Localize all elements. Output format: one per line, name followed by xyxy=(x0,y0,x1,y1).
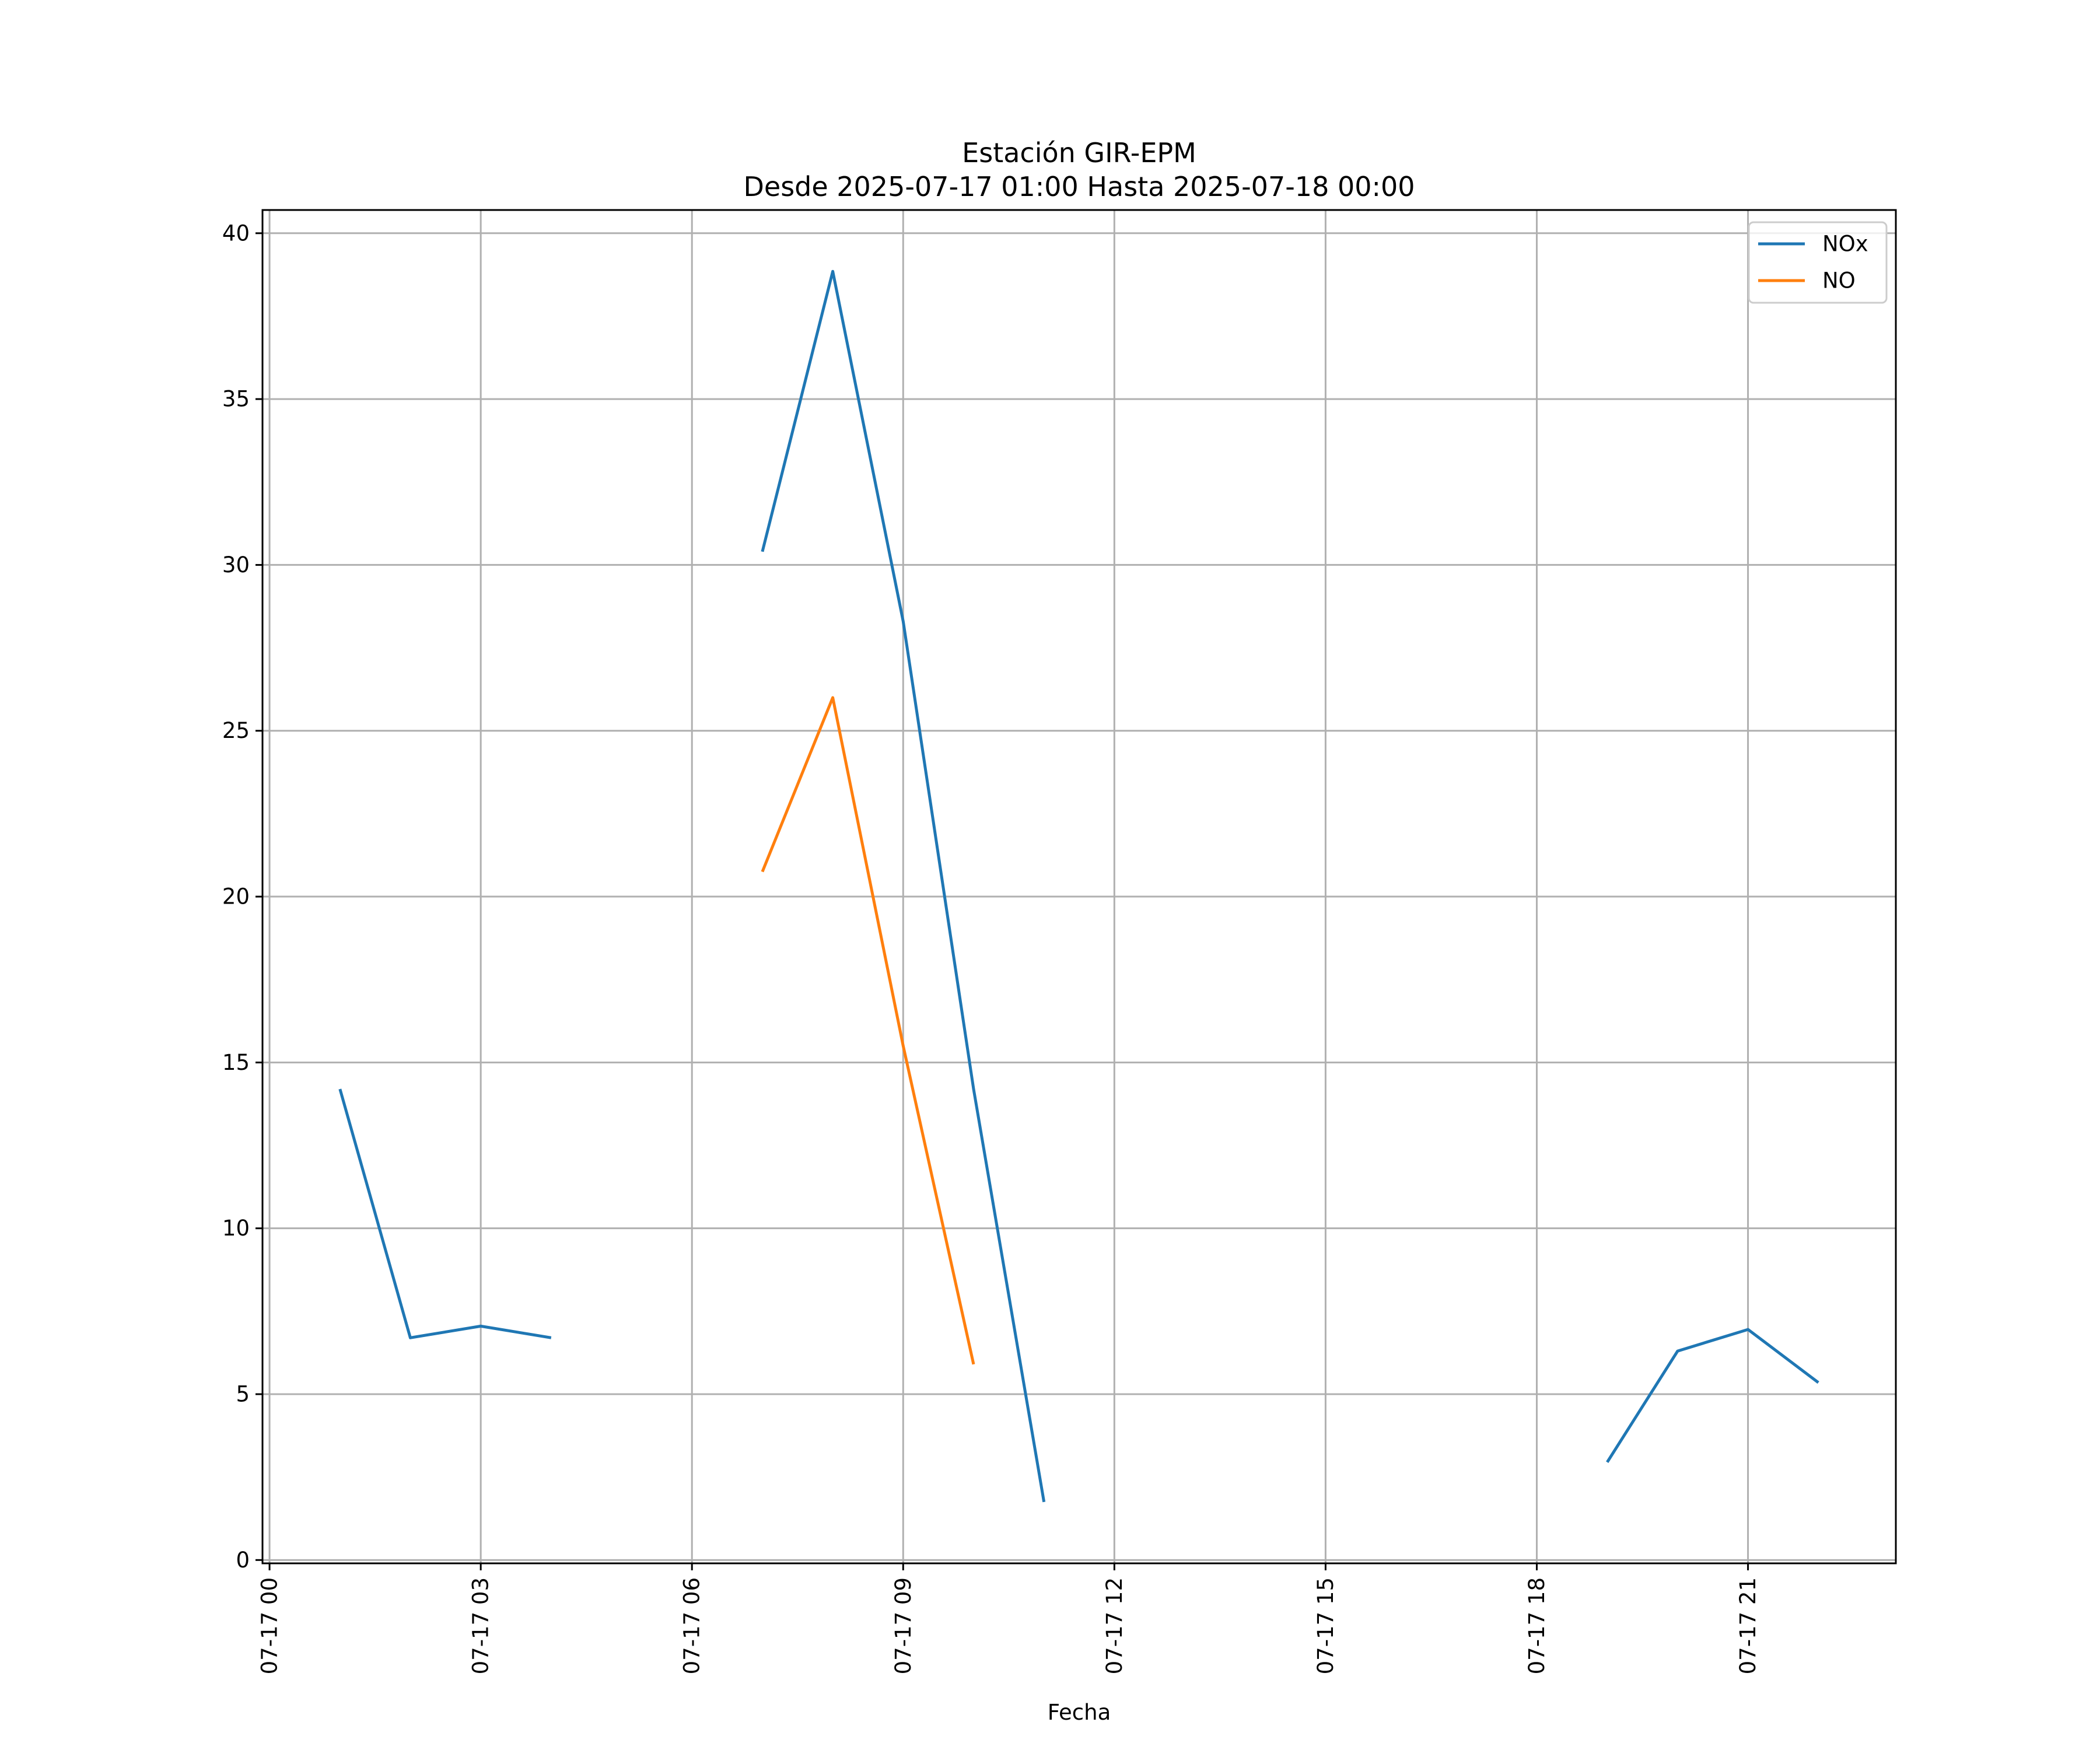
x-tick-label: 07-17 03 xyxy=(468,1577,494,1674)
y-tick-label: 35 xyxy=(222,387,250,412)
series-lines xyxy=(338,270,1819,1503)
x-tick-label: 07-17 06 xyxy=(680,1577,705,1674)
y-tick-label: 20 xyxy=(222,884,250,909)
series-nox xyxy=(338,270,1819,1503)
chart-subtitle: Desde 2025-07-17 01:00 Hasta 2025-07-18 … xyxy=(743,171,1415,202)
y-tick-label: 40 xyxy=(222,220,250,246)
grid-lines xyxy=(262,210,1896,1563)
y-tick-label: 30 xyxy=(222,552,250,578)
legend: NOx NO xyxy=(1748,221,1888,304)
x-axis-label: Fecha xyxy=(1048,1700,1111,1725)
y-tick-label: 10 xyxy=(222,1216,250,1241)
series-no xyxy=(761,696,975,1365)
plot-frame xyxy=(261,209,1897,1564)
series-line-segment xyxy=(761,270,1046,1503)
x-tick-label: 07-17 00 xyxy=(257,1577,282,1674)
legend-label: NO xyxy=(1822,268,1856,293)
series-line-segment xyxy=(761,696,975,1365)
y-tick-label: 15 xyxy=(222,1050,250,1075)
series-line-segment xyxy=(1606,1328,1819,1463)
y-tick-label: 25 xyxy=(222,718,250,743)
axis-ticks: 07-17 00 07-17 03 07-17 06 07-17 09 07-17 12… xyxy=(222,220,1760,1674)
x-tick-label: 07-17 18 xyxy=(1524,1577,1549,1674)
y-tick-label: 5 xyxy=(236,1382,250,1407)
legend-label: NOx xyxy=(1822,232,1868,257)
chart-title: Estación GIR-EPM xyxy=(962,137,1196,169)
x-tick-label: 07-17 09 xyxy=(891,1577,916,1674)
x-tick-label: 07-17 12 xyxy=(1102,1577,1127,1674)
x-tick-label: 07-17 21 xyxy=(1735,1577,1760,1674)
x-tick-label: 07-17 15 xyxy=(1313,1577,1338,1674)
series-line-segment xyxy=(338,1088,552,1339)
y-tick-label: 0 xyxy=(236,1548,250,1573)
